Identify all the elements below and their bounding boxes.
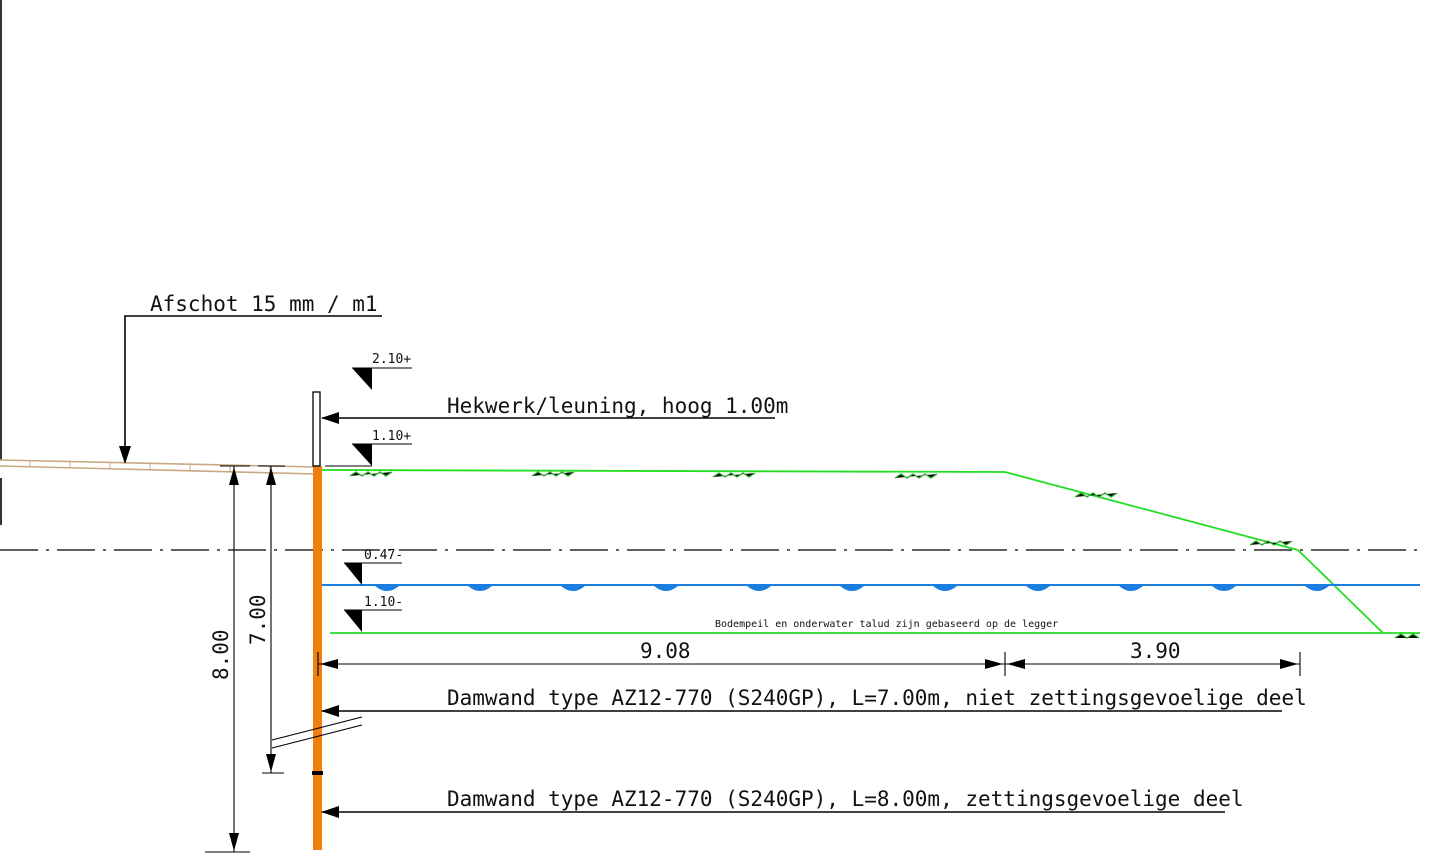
water-surface [320, 584, 1420, 591]
level-marker-railing-top: 2.10+ [352, 352, 412, 390]
dimension-7-00: 7.00 [246, 466, 284, 774]
level-water-label: 0.47- [364, 548, 403, 563]
pavement [0, 459, 317, 475]
level-deck-label: 1.10+ [372, 429, 411, 444]
wall-short-annotation: Damwand type AZ12-770 (S240GP), L=7.00m,… [447, 686, 1307, 710]
dimension-3-90: 3.90 [1005, 639, 1301, 676]
dimension-9-08: 9.08 [317, 639, 1006, 676]
level-marker-deck: 1.10+ [325, 429, 412, 467]
break-line-1 [271, 716, 363, 741]
embankment-ground [319, 469, 1420, 634]
leader-slope: Afschot 15 mm / m1 [119, 292, 382, 464]
bottom-note: Bodempeil en onderwater talud zijn gebas… [715, 619, 1058, 630]
level-railing-top-label: 2.10+ [372, 352, 411, 367]
dimension-8-00-label: 8.00 [209, 629, 233, 680]
grass-hatches [349, 471, 1420, 639]
dimension-3-90-label: 3.90 [1130, 639, 1181, 663]
leader-railing: Hekwerk/leuning, hoog 1.00m [321, 394, 788, 424]
dimension-7-00-label: 7.00 [246, 594, 270, 645]
level-bottom-label: 1.10- [364, 595, 403, 610]
railing-annotation: Hekwerk/leuning, hoog 1.00m [447, 394, 788, 418]
dimension-8-00: 8.00 [205, 466, 250, 853]
leader-wall-short: Damwand type AZ12-770 (S240GP), L=7.00m,… [321, 686, 1307, 717]
level-marker-water: 0.47- [344, 548, 403, 585]
break-line-2 [271, 724, 363, 749]
level-marker-bottom: 1.10- [344, 595, 403, 632]
wall-long-annotation: Damwand type AZ12-770 (S240GP), L=8.00m,… [447, 787, 1244, 811]
dimension-9-08-label: 9.08 [640, 639, 691, 663]
leader-wall-long: Damwand type AZ12-770 (S240GP), L=8.00m,… [321, 787, 1244, 818]
railing [312, 391, 321, 467]
slope-annotation: Afschot 15 mm / m1 [150, 292, 378, 316]
